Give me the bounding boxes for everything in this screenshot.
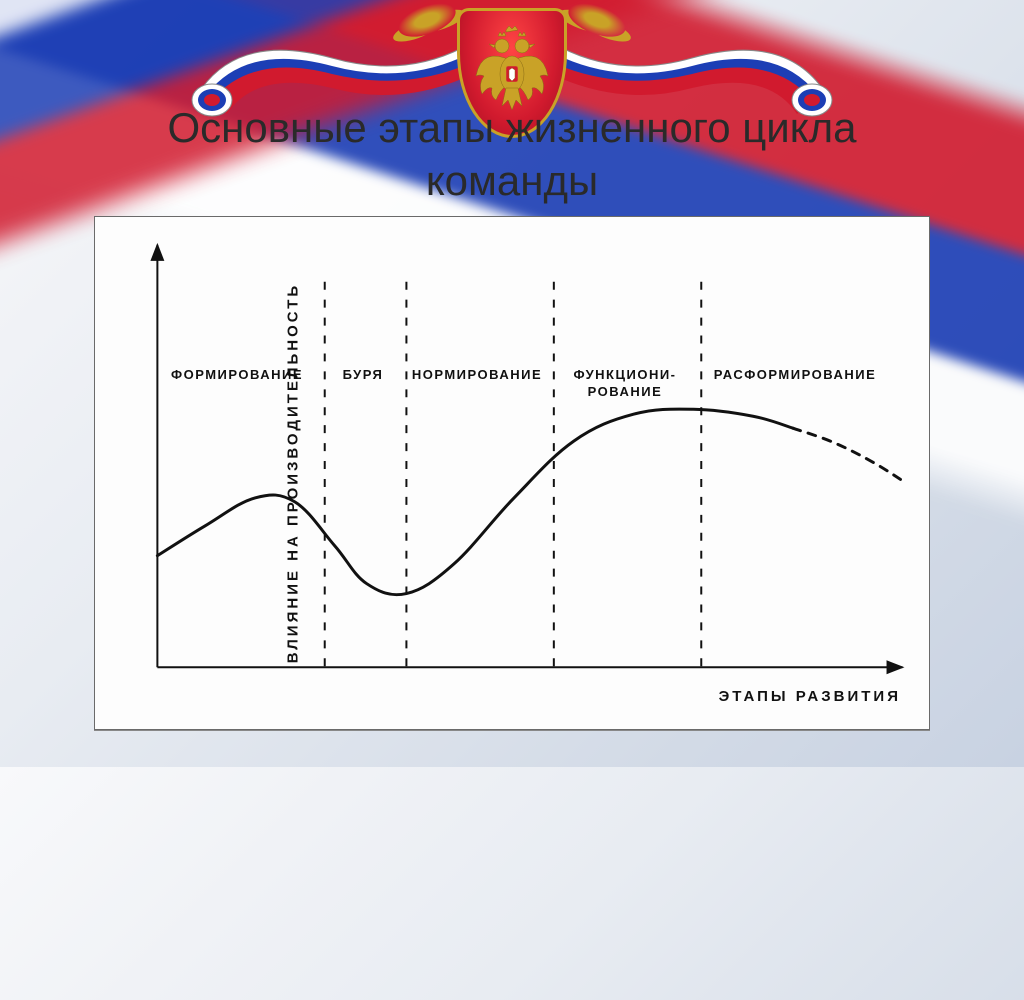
chart-canvas [95,217,929,729]
stage-label-0: ФОРМИРОВАНИЕ [162,367,312,384]
stage-label-4: РАСФОРМИРОВАНИЕ [710,367,880,384]
slide-title: Основные этапы жизненного цикла команды [0,102,1024,207]
x-axis-label: ЭТАПЫ РАЗВИТИЯ [719,688,901,705]
title-line-1: Основные этапы жизненного цикла [168,104,857,151]
title-line-2: команды [426,157,598,204]
stage-label-1: БУРЯ [328,367,398,384]
stage-label-3: ФУНКЦИОНИ-РОВАНИЕ [560,367,690,401]
lifecycle-chart: ВЛИЯНИЕ НА ПРОИЗВОДИТЕЛЬНОСТЬ ЭТАПЫ РАЗВ… [94,216,930,730]
y-axis-label: ВЛИЯНИЕ НА ПРОИЗВОДИТЕЛЬНОСТЬ [285,283,302,663]
stage-label-2: НОРМИРОВАНИЕ [402,367,552,384]
